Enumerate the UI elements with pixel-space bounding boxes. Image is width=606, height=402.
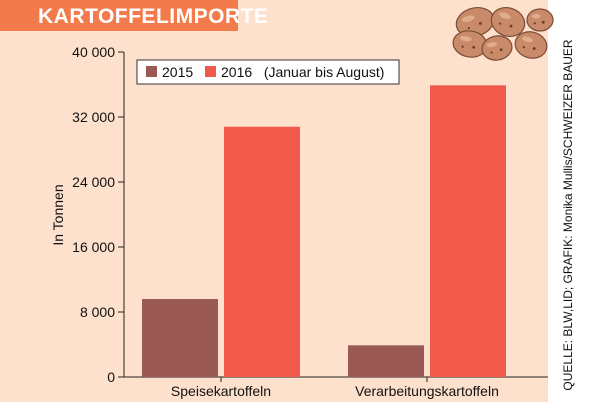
y-axis-ticks: 0 8 000 16 000 24 000 32 000 40 000 (72, 44, 124, 385)
y-tick-label: 16 000 (72, 239, 115, 255)
y-tick-label: 32 000 (72, 109, 115, 125)
bar-2015-verarbeitungskartoffeln (348, 345, 424, 377)
potato (526, 8, 554, 32)
category-label: Speisekartoffeln (171, 383, 271, 399)
potato (514, 31, 548, 59)
y-tick-label: 0 (107, 369, 115, 385)
legend: 2015 2016 (Januar bis August) (136, 59, 400, 85)
title-bar (0, 0, 238, 31)
legend-swatch (146, 66, 157, 77)
potato (481, 35, 513, 61)
y-axis-title: In Tonnen (50, 184, 66, 245)
bar-2015-speisekartoffeln (142, 299, 218, 377)
chart-title: KARTOFFELIMPORTE (38, 5, 268, 28)
potato (455, 7, 495, 37)
y-tick-label: 8 000 (80, 304, 115, 320)
legend-box (136, 59, 400, 85)
y-tick-label: 24 000 (72, 174, 115, 190)
bar-2016-speisekartoffeln (224, 126, 300, 377)
y-tick-label: 40 000 (72, 44, 115, 60)
bars (142, 85, 506, 377)
source-credit: QUELLE: BLW,LID; GRAFIK: Monika Mullis/S… (561, 39, 575, 391)
category-label: Verarbeitungskartoffeln (355, 383, 499, 399)
legend-swatch (205, 66, 216, 77)
potato-illustration (452, 7, 554, 61)
legend-label: 2015 (162, 64, 193, 80)
legend-label: 2016 (Januar bis August) (221, 64, 384, 80)
category-labels: Speisekartoffeln Verarbeitungskartoffeln (171, 377, 499, 399)
potato (490, 7, 526, 37)
bar-2016-verarbeitungskartoffeln (430, 85, 506, 377)
